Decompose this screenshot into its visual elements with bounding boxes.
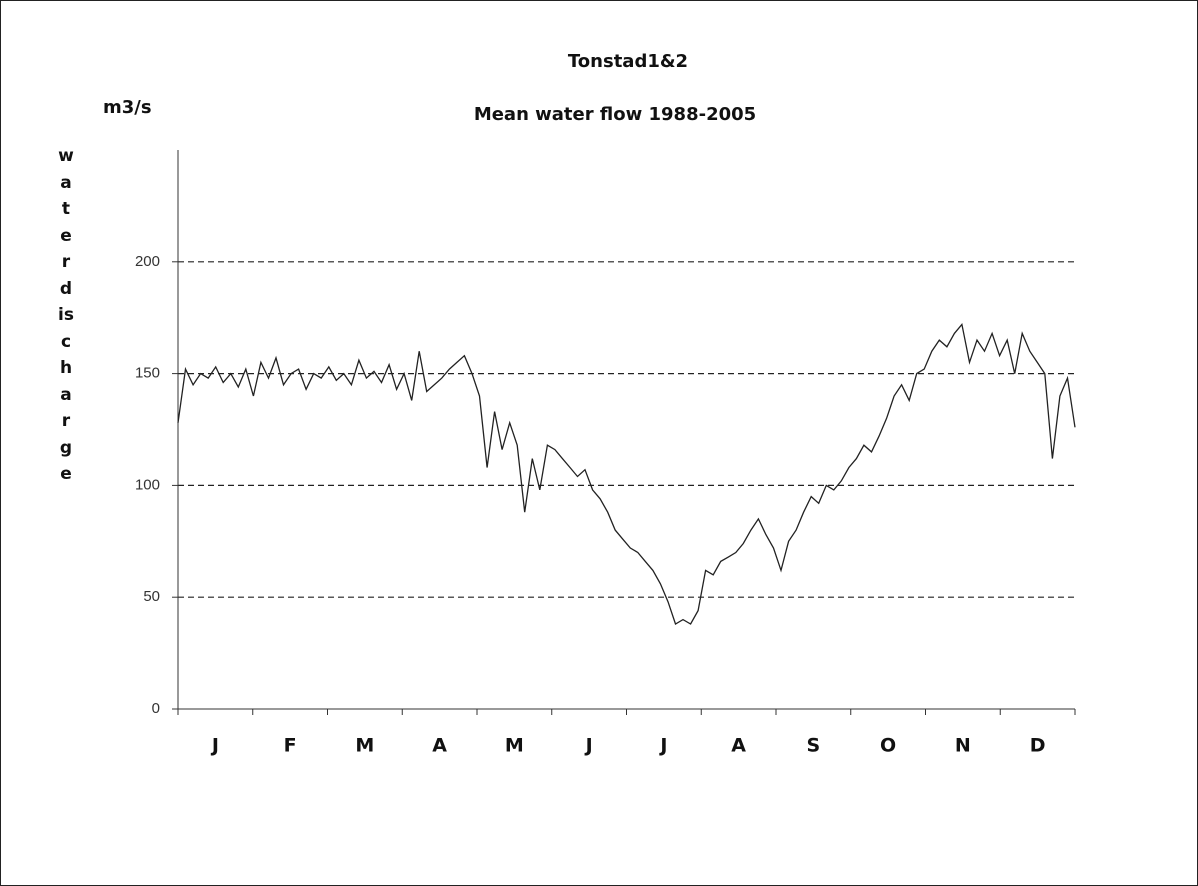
y-tick-label: 150: [135, 365, 160, 382]
x-tick-label: M: [355, 735, 374, 757]
y-tick-label: 200: [135, 253, 160, 270]
y-tick-label: 100: [135, 476, 160, 493]
x-tick-label: D: [1030, 735, 1046, 757]
y-axis-label: water discharge: [58, 146, 74, 484]
x-tick-label: J: [658, 735, 667, 757]
y-tick-label: 0: [152, 700, 160, 717]
x-tick-label: A: [432, 735, 447, 757]
y-tick-label: 50: [143, 588, 160, 605]
x-tick-label: O: [880, 735, 896, 757]
x-tick-label: M: [505, 735, 524, 757]
chart-subtitle: Mean water flow 1988-2005: [474, 104, 756, 125]
chart-title: Tonstad1&2: [568, 51, 688, 72]
x-tick-label: A: [731, 735, 746, 757]
x-tick-label: J: [210, 735, 219, 757]
x-tick-label: N: [955, 735, 971, 757]
x-tick-label: F: [284, 735, 297, 757]
data-line: [177, 322, 1076, 625]
x-tick-label: S: [807, 735, 821, 757]
x-tick-label: J: [584, 735, 593, 757]
y-unit: m3/s: [103, 97, 152, 118]
